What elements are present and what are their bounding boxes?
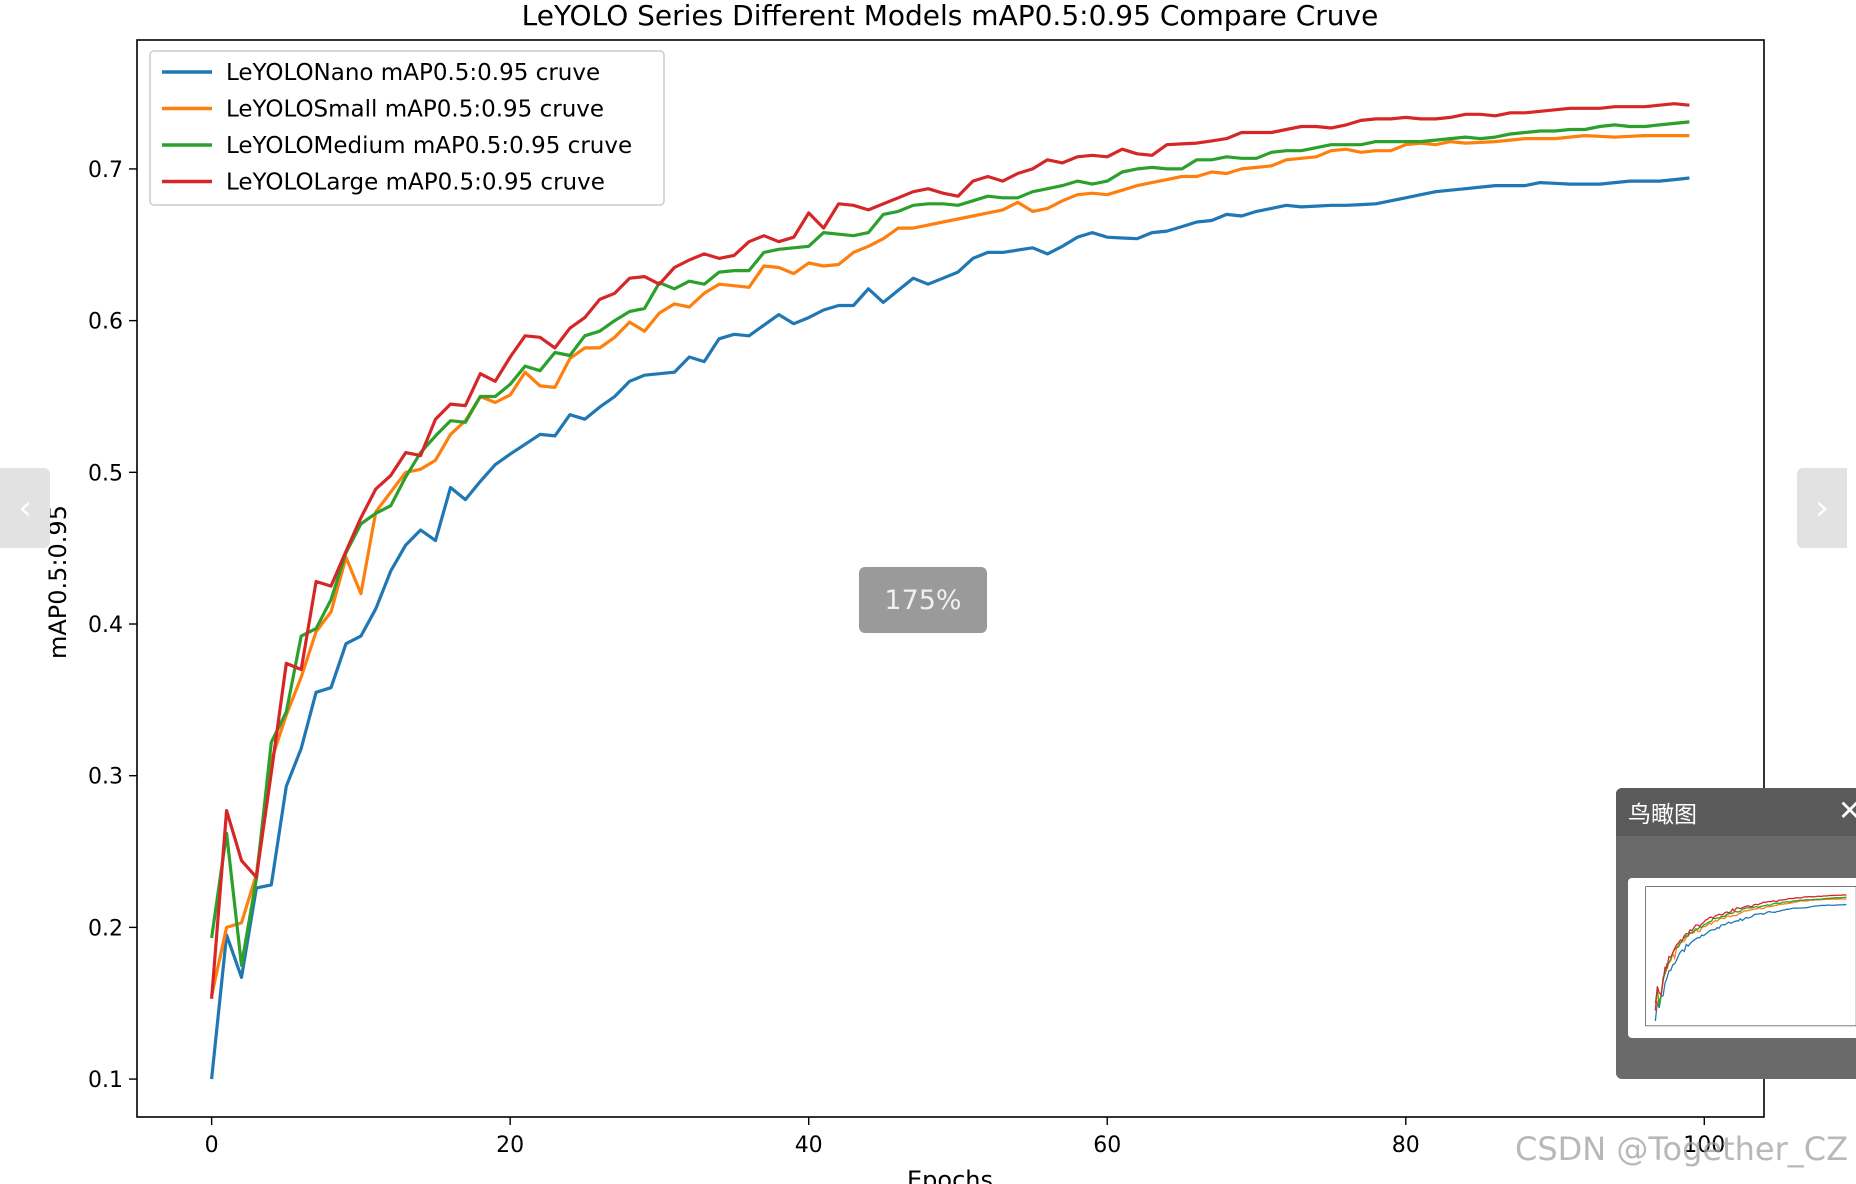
x-tick-label: 60: [1093, 1133, 1121, 1158]
thumb-series-line-2: [1654, 896, 1847, 1007]
y-axis: 0.1 0.2 0.3 0.4 0.5 0.6 0.7: [88, 158, 137, 1093]
x-axis-label: Epochs: [907, 1166, 993, 1184]
x-tick-label: 80: [1392, 1133, 1420, 1158]
series-line-0: [210, 176, 1690, 1080]
thumb-series-line-0: [1654, 903, 1847, 1022]
birdseye-title: 鸟瞰图: [1628, 802, 1697, 828]
next-image-button[interactable]: ›: [1797, 468, 1847, 548]
close-icon[interactable]: ✕: [1838, 794, 1856, 827]
x-tick-label: 0: [205, 1133, 219, 1158]
birdseye-thumbnail[interactable]: [1628, 878, 1856, 1038]
x-tick-label: 40: [795, 1133, 823, 1158]
birdseye-header: 鸟瞰图 ✕: [1616, 788, 1856, 836]
y-tick-label: 0.1: [88, 1068, 123, 1093]
series-line-3: [210, 102, 1690, 999]
previous-image-button[interactable]: ‹: [0, 468, 50, 548]
x-axis: 0 20 40 60 80 100: [205, 1117, 1725, 1158]
y-tick-label: 0.7: [88, 158, 123, 183]
y-tick-label: 0.5: [88, 461, 123, 486]
legend: LeYOLONano mAP0.5:0.95 cruve LeYOLOSmall …: [149, 50, 665, 206]
y-tick-label: 0.2: [88, 916, 123, 941]
legend-label-3: LeYOLOLarge mAP0.5:0.95 cruve: [226, 170, 605, 196]
series-line-2: [210, 120, 1690, 967]
chart-title: LeYOLO Series Different Models mAP0.5:0.…: [522, 0, 1379, 32]
y-tick-label: 0.3: [88, 765, 123, 790]
series-line-1: [210, 134, 1690, 996]
legend-label-1: LeYOLOSmall mAP0.5:0.95 cruve: [226, 97, 604, 123]
zoom-level-badge: 175%: [859, 567, 987, 633]
thumb-bg: [1628, 881, 1856, 1035]
watermark: CSDN @Together_CZ: [1515, 1130, 1849, 1168]
legend-box: [149, 50, 665, 206]
chevron-right-icon: ›: [1815, 488, 1829, 528]
y-tick-label: 0.4: [88, 613, 123, 638]
thumb-series-line-3: [1654, 894, 1847, 1011]
birdseye-panel: 鸟瞰图 ✕: [1616, 788, 1856, 1079]
thumbnail-chart: [1628, 881, 1856, 1035]
chevron-left-icon: ‹: [18, 488, 32, 528]
legend-label-2: LeYOLOMedium mAP0.5:0.95 cruve: [226, 133, 632, 159]
legend-label-0: LeYOLONano mAP0.5:0.95 cruve: [226, 60, 600, 86]
x-tick-label: 100: [1683, 1133, 1725, 1158]
y-tick-label: 0.6: [88, 310, 123, 335]
x-tick-label: 20: [496, 1133, 524, 1158]
thumb-frame: [1645, 886, 1856, 1027]
plot-frame: [136, 39, 1765, 1118]
